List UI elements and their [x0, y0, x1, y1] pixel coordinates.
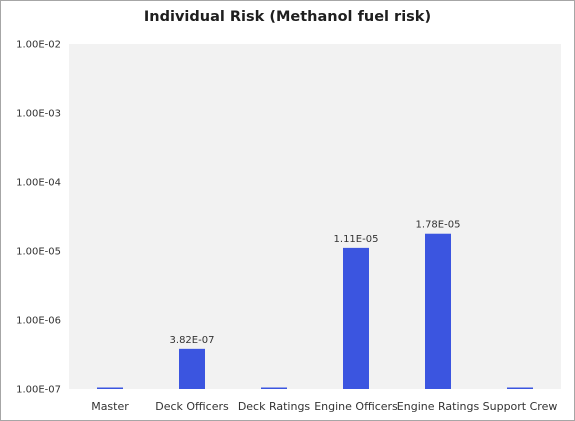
y-tick-label: 1.00E-04 [16, 178, 61, 189]
plot-area [69, 44, 561, 389]
y-axis-ticks: 1.00E-07 1.00E-06 1.00E-05 1.00E-04 1.00E-03… [16, 40, 61, 396]
chart-title: Individual Risk (Methanol fuel risk) [143, 9, 432, 25]
x-category-label: Engine Ratings [397, 400, 480, 413]
bar [507, 387, 533, 389]
bar [343, 247, 369, 389]
x-category-label: Engine Officers [314, 400, 398, 413]
bar [179, 348, 205, 389]
bar [425, 233, 451, 389]
x-category-label: Support Crew [483, 400, 558, 413]
y-tick-label: 1.00E-02 [16, 40, 61, 51]
x-category-label: Deck Ratings [238, 400, 311, 413]
y-tick-label: 1.00E-05 [16, 247, 61, 258]
bars [97, 233, 533, 389]
y-tick-label: 1.00E-07 [16, 385, 61, 396]
data-label: 1.78E-05 [416, 220, 461, 231]
data-labels: 3.82E-07 1.11E-05 1.78E-05 [170, 220, 461, 346]
data-label: 1.11E-05 [334, 234, 379, 245]
y-tick-label: 1.00E-03 [16, 109, 61, 120]
x-category-label: Deck Officers [155, 400, 229, 413]
bar [97, 387, 123, 389]
data-label: 3.82E-07 [170, 335, 215, 346]
x-axis-categories: Master Deck Officers Deck Ratings Engine Of… [91, 400, 557, 413]
y-tick-label: 1.00E-06 [16, 316, 61, 327]
x-category-label: Master [91, 400, 129, 413]
bar [261, 387, 287, 389]
